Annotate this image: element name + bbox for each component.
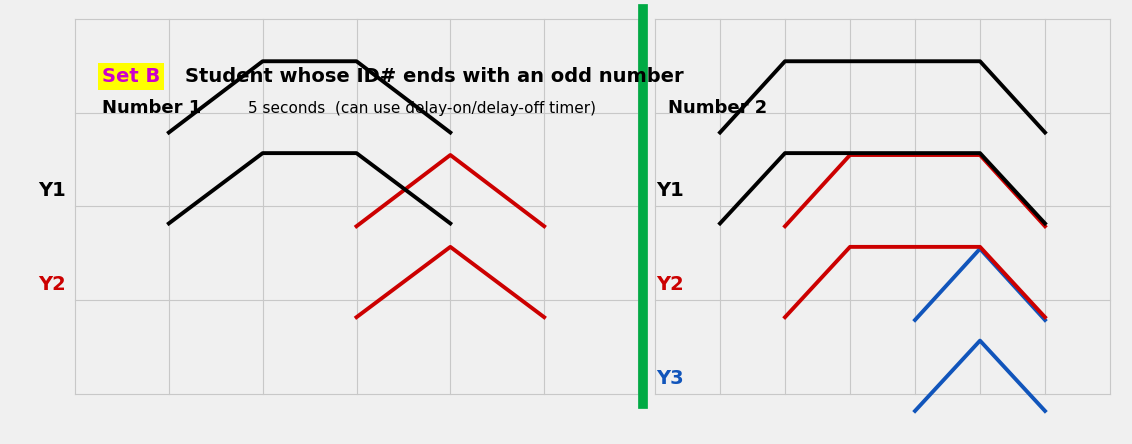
Text: Number 1: Number 1 xyxy=(102,99,201,117)
Text: Y2: Y2 xyxy=(657,275,684,294)
Text: Y2: Y2 xyxy=(38,275,66,294)
Text: Y1: Y1 xyxy=(38,181,66,200)
Text: 5 seconds  (can use delay-on/delay-off timer): 5 seconds (can use delay-on/delay-off ti… xyxy=(248,101,597,115)
Text: Set B: Set B xyxy=(102,67,161,86)
Text: Y1: Y1 xyxy=(657,181,684,200)
Text: Y3: Y3 xyxy=(657,369,684,388)
Text: Number 2: Number 2 xyxy=(668,99,767,117)
Text: Student whose ID# ends with an odd number: Student whose ID# ends with an odd numbe… xyxy=(185,67,684,86)
